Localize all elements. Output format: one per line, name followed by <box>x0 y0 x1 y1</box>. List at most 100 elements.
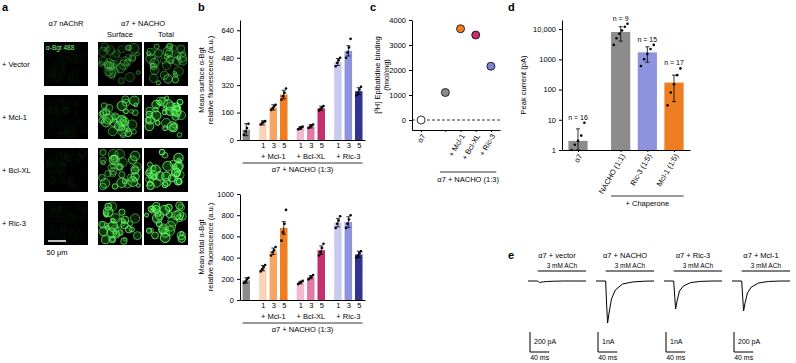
y-tick-mark <box>409 70 412 71</box>
cell-blob <box>111 219 115 223</box>
cell-blob <box>150 66 159 75</box>
cell-blob <box>105 170 112 177</box>
y-tick-label: 0 <box>230 296 234 305</box>
y-tick: 400 <box>221 254 240 263</box>
cell-blob <box>101 160 105 164</box>
y-tick: 4000 <box>389 16 412 25</box>
x-tick: 5 <box>282 140 286 150</box>
cell-blob <box>163 126 168 131</box>
cell-blob <box>112 184 118 190</box>
bar <box>345 222 353 300</box>
replicate-point <box>349 214 352 217</box>
cell-blob <box>132 129 137 134</box>
cell-blob <box>162 172 171 181</box>
cell-blob <box>172 165 177 170</box>
row-label: + Mcl-1 <box>2 113 27 122</box>
cell-blob <box>131 167 138 174</box>
plot-area <box>243 38 363 140</box>
cell-blob <box>146 228 151 233</box>
stain-label: α-Bgt 488 <box>46 44 75 52</box>
replicate-point <box>246 127 249 130</box>
x-tick-label: 1 <box>336 301 340 310</box>
x-tick: 1 <box>261 300 265 310</box>
x-tick-label: 3 <box>272 301 276 310</box>
y-tick: 480 <box>221 54 240 63</box>
bar <box>307 277 315 300</box>
data-point <box>472 31 480 39</box>
cell-blob <box>47 233 52 238</box>
figure-container: aα7 nAChRα7 + NACHOSurfaceTotal+ Vector+… <box>0 0 796 363</box>
y-tick: 0 <box>402 116 412 125</box>
micrograph-background <box>44 42 88 86</box>
replicate-point <box>244 280 247 283</box>
replicate-point <box>264 120 267 123</box>
scale-bar-label: 40 ms <box>666 354 686 361</box>
cell-blob <box>121 238 127 244</box>
x-tick-mark <box>647 150 648 152</box>
cell-blob <box>100 183 107 190</box>
y-tick: 0 <box>230 136 240 145</box>
bar <box>611 32 630 150</box>
cell-blob <box>181 51 186 56</box>
cell-blob <box>114 122 123 131</box>
replicate-point <box>285 87 288 90</box>
cell-blob <box>132 110 138 116</box>
current-trace <box>732 281 790 311</box>
replicate-point <box>577 140 580 143</box>
x-tick-label: Ric-3 (1:5) <box>628 152 654 187</box>
y-tick-mark <box>559 150 562 151</box>
cell-blob <box>101 236 109 244</box>
cell-blob <box>101 43 109 51</box>
cell-blob <box>155 211 163 219</box>
row-label: + Vector <box>2 60 30 69</box>
cell-blob <box>114 69 119 74</box>
cell-blob <box>136 71 140 75</box>
stimulus-label: 3 mM ACh <box>751 262 782 269</box>
y-tick: 800 <box>221 211 240 220</box>
bar <box>280 95 288 140</box>
x-axis: α7NACHO (1:1)Ric-3 (1:5)Mcl-1 (1:5) <box>563 150 691 195</box>
x-tick: + Ric-3 <box>477 130 497 158</box>
cell-blob <box>119 209 125 215</box>
scale-bar <box>48 240 66 242</box>
y-tick-mark <box>237 258 240 259</box>
cell-blob <box>152 232 159 239</box>
trace-title: α7 + vector <box>538 251 576 260</box>
trace-title: α7 + Mcl-1 <box>743 251 778 260</box>
y-axis-title: relative fluorescence (a.u.) <box>206 202 215 291</box>
y-tick: 320 <box>221 81 240 90</box>
cell-blob <box>105 203 112 210</box>
plot-area <box>412 25 500 124</box>
trace-area <box>732 281 790 311</box>
micrograph-background <box>144 148 188 192</box>
scale-bar-label: 40 ms <box>734 354 754 361</box>
panel-label: d <box>508 1 515 13</box>
y-tick-mark <box>409 45 412 46</box>
y-tick: 100 <box>543 85 562 94</box>
replicate-point <box>270 254 273 257</box>
replicate-point <box>618 32 621 35</box>
scale-bar-y <box>598 332 599 352</box>
cell-blob <box>55 106 60 111</box>
replicate-point <box>280 239 283 242</box>
cell-blob <box>172 77 179 84</box>
cell-blob <box>147 162 152 167</box>
micrograph <box>144 201 188 245</box>
micrograph-background <box>44 95 88 139</box>
cell-blob <box>57 216 67 226</box>
plot-area <box>243 209 363 300</box>
cell-blob <box>62 162 66 166</box>
y-tick-mark <box>237 140 240 141</box>
y-tick: 1 <box>552 146 562 155</box>
replicate-point <box>358 252 361 255</box>
error-bar <box>336 218 340 226</box>
micrograph <box>144 42 188 86</box>
cell-blob <box>62 67 66 71</box>
micrograph-background <box>144 201 188 245</box>
replicate-point <box>360 86 363 89</box>
x-tick: α7 <box>415 130 427 144</box>
y-tick-label: 1000 <box>217 190 234 199</box>
y-tick-label: 100 <box>543 85 556 94</box>
cell-blob <box>47 126 54 133</box>
bar <box>355 91 363 140</box>
